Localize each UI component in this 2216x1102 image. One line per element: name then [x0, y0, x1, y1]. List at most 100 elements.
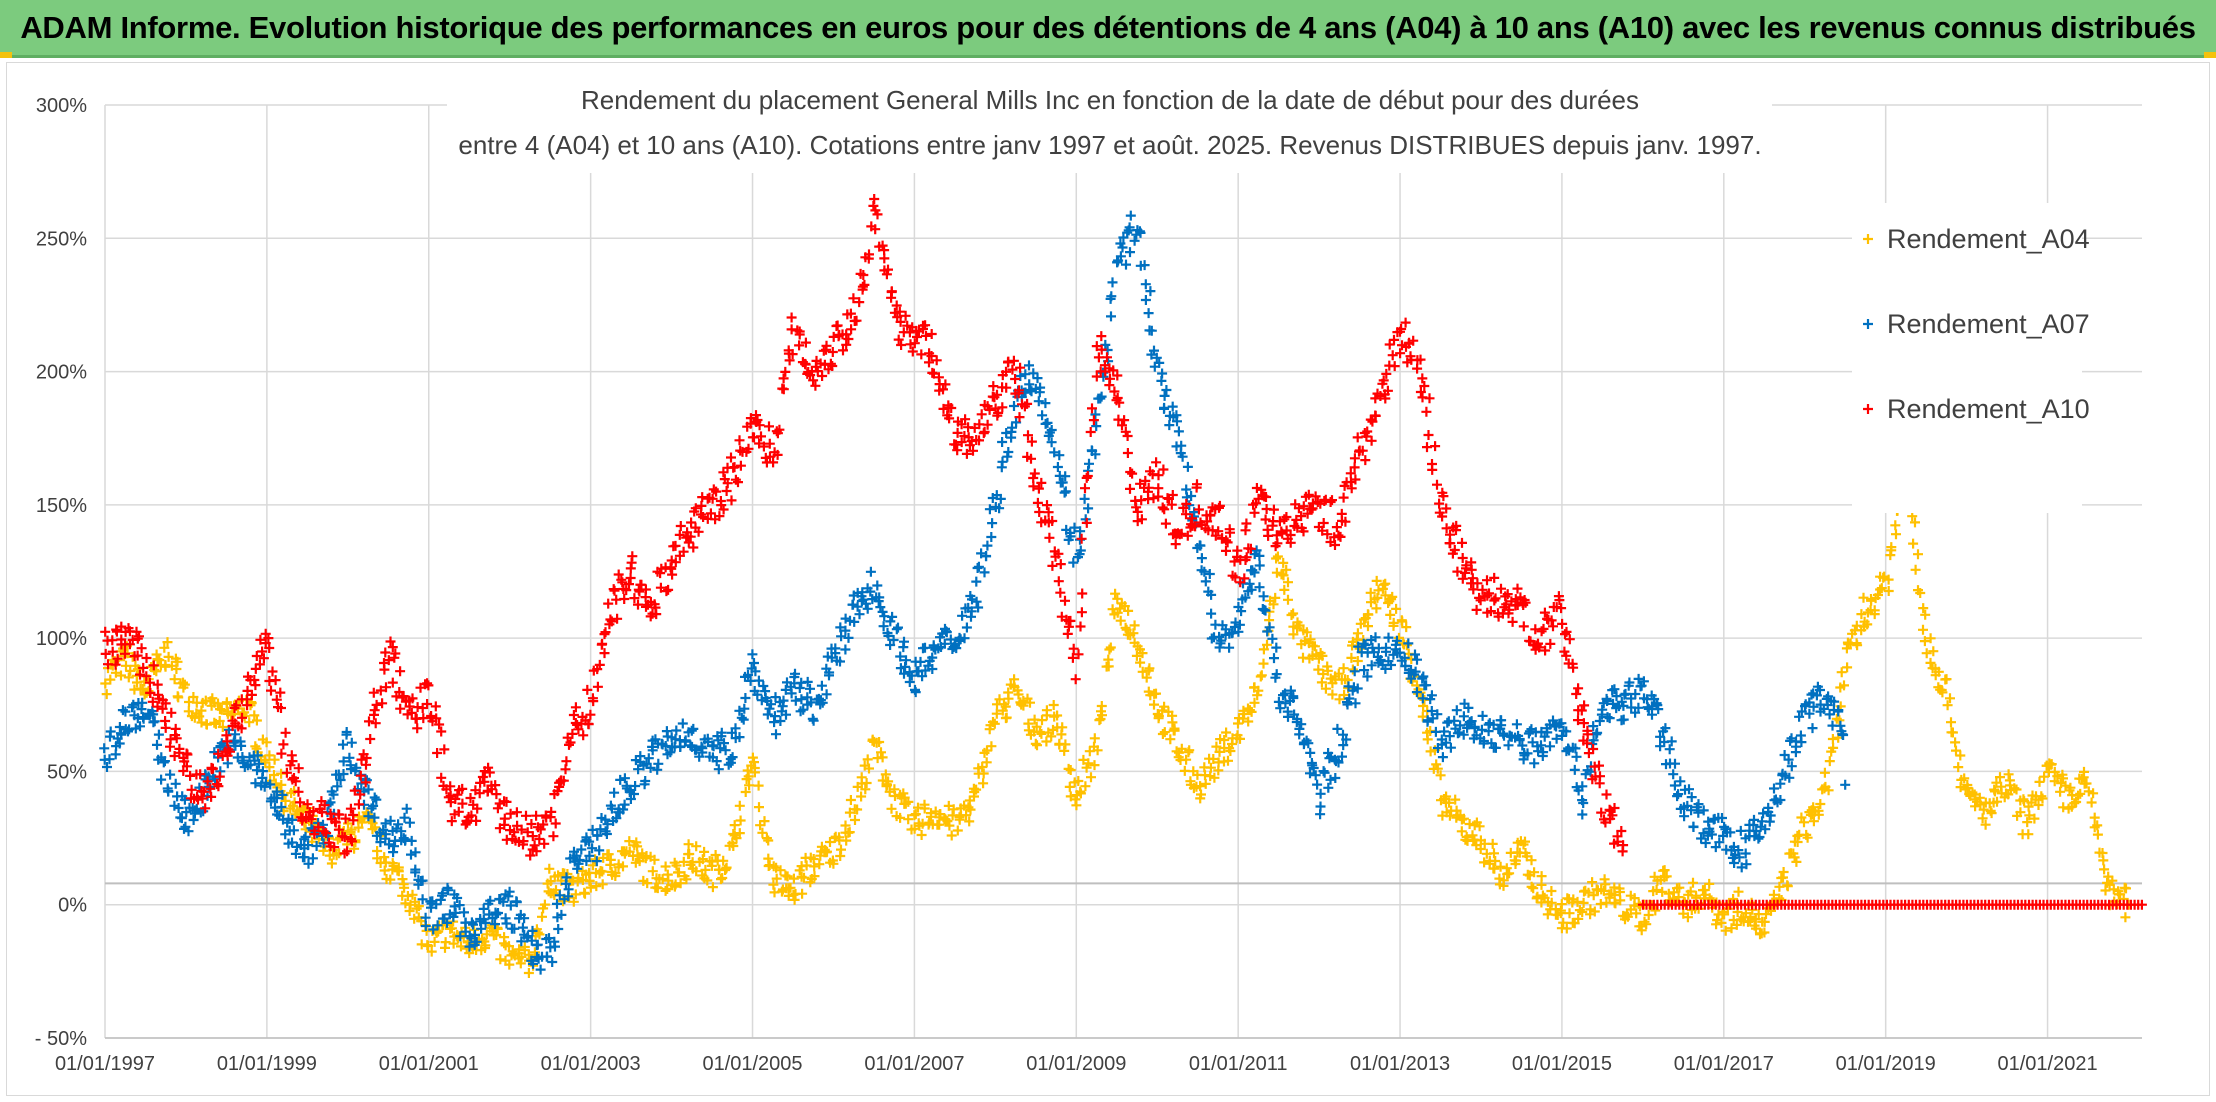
data-point: [1316, 677, 1327, 688]
data-point: [375, 685, 386, 696]
data-point: [827, 347, 838, 357]
data-point: [1385, 609, 1396, 620]
data-point: [1054, 450, 1065, 461]
data-point: [1775, 778, 1786, 789]
data-point: [1839, 680, 1849, 691]
data-point: [136, 643, 147, 654]
data-point: [1077, 588, 1088, 599]
data-point: [678, 546, 689, 557]
data-point: [1172, 416, 1182, 427]
data-point: [1007, 364, 1018, 375]
data-point: [384, 839, 394, 850]
data-point: [1548, 621, 1558, 632]
data-point: [1489, 848, 1499, 859]
data-point: [1059, 487, 1070, 498]
data-point: [1283, 577, 1293, 588]
data-point: [763, 835, 774, 846]
data-point: [1381, 646, 1391, 657]
data-point: [1782, 880, 1793, 891]
data-point: [1510, 594, 1521, 605]
data-point: [661, 726, 672, 737]
data-point: [2069, 798, 2080, 809]
data-point: [1735, 825, 1746, 836]
data-point: [368, 800, 379, 811]
data-point: [1060, 595, 1070, 606]
data-point: [1522, 748, 1533, 759]
data-point: [509, 827, 520, 838]
data-point: [1457, 573, 1468, 584]
data-point: [944, 820, 955, 831]
data-point: [1869, 609, 1880, 620]
data-point: [1989, 786, 2000, 797]
data-point: [1466, 564, 1477, 575]
data-point: [1358, 638, 1369, 649]
data-point: [1974, 792, 1985, 803]
data-point: [201, 719, 212, 730]
data-point: [1477, 584, 1488, 595]
data-point: [1306, 758, 1317, 768]
data-point: [1444, 731, 1455, 742]
data-point: [1432, 709, 1443, 720]
data-point: [734, 435, 745, 446]
data-point: [1573, 715, 1583, 726]
data-point: [195, 769, 206, 780]
data-point: [361, 775, 372, 786]
data-point: [1272, 551, 1283, 562]
data-point: [116, 621, 127, 632]
data-point: [613, 569, 624, 580]
data-point: [1048, 700, 1059, 710]
data-point: [774, 424, 785, 435]
data-point: [1141, 672, 1152, 683]
data-point: [904, 677, 915, 687]
data-point: [522, 827, 533, 838]
data-point: [2058, 802, 2069, 813]
data-point: [973, 561, 984, 572]
data-point: [870, 224, 881, 235]
data-point: [1317, 525, 1328, 536]
data-point: [877, 752, 888, 763]
data-point: [1918, 624, 1928, 635]
data-point: [1288, 608, 1299, 619]
data-point: [1103, 661, 1114, 672]
data-point: [696, 500, 707, 511]
data-point: [1031, 721, 1042, 732]
data-point: [152, 679, 163, 690]
data-point: [951, 439, 961, 450]
data-point: [1258, 591, 1269, 602]
data-point: [1275, 703, 1286, 714]
data-point: [1360, 639, 1371, 650]
data-point: [1243, 716, 1254, 727]
data-point: [777, 701, 788, 712]
data-point: [708, 741, 719, 752]
data-point: [875, 602, 886, 613]
data-point: [1561, 726, 1572, 737]
data-point: [1400, 317, 1411, 328]
data-point: [582, 684, 593, 695]
data-point: [423, 941, 433, 951]
data-point: [1345, 468, 1356, 479]
y-tick-label: 250%: [36, 228, 87, 250]
data-point: [874, 737, 885, 747]
data-point: [1397, 616, 1408, 627]
data-point: [971, 576, 982, 587]
data-point: [1196, 789, 1206, 800]
data-point: [740, 693, 751, 703]
data-point: [1561, 626, 1572, 637]
data-point: [1759, 927, 1770, 938]
data-point: [615, 774, 626, 785]
data-point: [1249, 507, 1260, 518]
data-point: [1468, 584, 1479, 595]
data-point: [270, 675, 281, 686]
data-point: [807, 713, 818, 724]
data-point: [138, 662, 149, 673]
data-point: [397, 874, 408, 885]
data-point: [699, 846, 710, 857]
data-point: [1365, 587, 1376, 598]
data-point: [400, 834, 411, 845]
data-point: [213, 748, 224, 759]
data-point: [1070, 674, 1081, 685]
data-point: [560, 764, 571, 775]
data-point: [1208, 754, 1219, 764]
data-point: [1057, 477, 1068, 488]
data-point: [542, 951, 553, 962]
